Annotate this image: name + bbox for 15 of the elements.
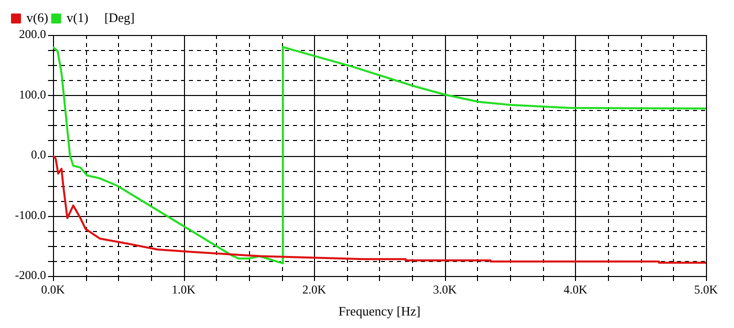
y-tick-label: 200.0 (18, 27, 46, 42)
y-tick-label: -200.0 (14, 268, 46, 282)
x-tick-label: 5.0K (694, 282, 718, 296)
legend-label: v(1) (66, 10, 88, 25)
y-tick-label: 100.0 (18, 87, 46, 102)
x-tick-label: 2.0K (302, 282, 326, 296)
x-tick-label: 4.0K (564, 282, 588, 296)
y-tick-label: -100.0 (14, 208, 46, 222)
x-tick-label: 0.0K (41, 282, 66, 296)
x-tick-label: 1.0K (172, 282, 196, 296)
y-tick-label: 0.0 (30, 148, 46, 162)
legend-label: v(6) (26, 10, 48, 25)
x-tick-label: 3.0K (432, 282, 457, 296)
y-axis-title: [Deg] (104, 10, 135, 25)
x-axis-title: Frequency [Hz] (338, 304, 420, 319)
